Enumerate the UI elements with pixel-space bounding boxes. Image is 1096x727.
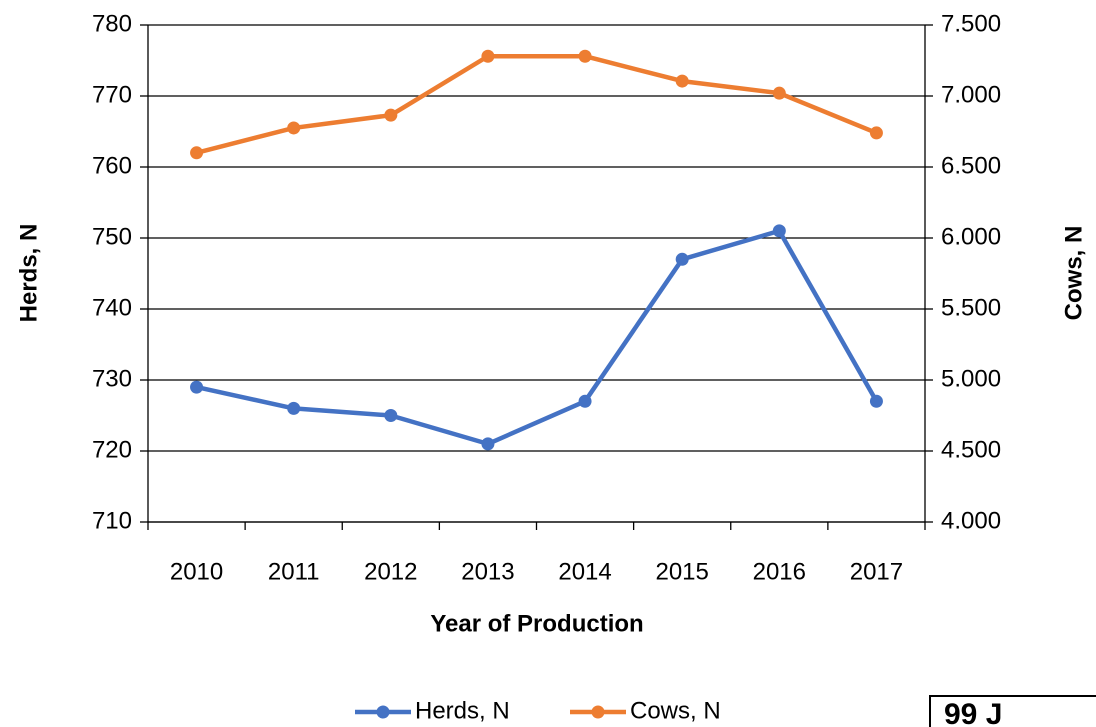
legend-label: Herds, N: [415, 697, 510, 724]
y2-tick-label: 5.500: [941, 294, 1001, 321]
y-tick-label: 770: [92, 81, 132, 108]
x-tick-label: 2010: [170, 558, 223, 585]
x-tick-label: 2013: [461, 558, 514, 585]
legend-label: Cows, N: [630, 697, 721, 724]
legend-marker: [376, 705, 390, 719]
point: [287, 121, 301, 135]
point: [675, 74, 689, 88]
y-tick-label: 740: [92, 294, 132, 321]
series-line: [196, 228, 879, 447]
point: [772, 224, 786, 238]
point: [384, 409, 398, 422]
series-line: [196, 53, 878, 155]
point: [869, 126, 883, 140]
y-tick-label: 750: [92, 223, 132, 250]
point: [481, 437, 495, 451]
x-tick-label: 2012: [364, 558, 417, 585]
y-tick-label: 730: [92, 365, 132, 392]
y2-tick-label: 6.000: [941, 223, 1001, 250]
y-axis-title: Herds, N: [15, 224, 42, 323]
point: [190, 380, 204, 394]
y2-axis-title: Cows, N: [1060, 226, 1087, 321]
point: [869, 394, 883, 408]
x-axis-title: Year of Production: [430, 610, 643, 637]
y-tick-label: 760: [92, 152, 132, 179]
point: [481, 49, 495, 63]
y2-tick-label: 7.000: [941, 81, 1001, 108]
y2-tick-label: 4.000: [941, 507, 1001, 534]
y2-tick-label: 5.000: [941, 365, 1001, 392]
legend-marker: [591, 705, 605, 719]
point: [578, 49, 592, 63]
point: [190, 146, 204, 160]
x-tick-label: 2017: [850, 558, 903, 585]
point: [675, 252, 689, 266]
annotation-box: [929, 695, 1096, 727]
x-tick-label: 2016: [753, 558, 806, 585]
y2-tick-label: 4.500: [941, 436, 1001, 463]
y2-tick-label: 6.500: [941, 152, 1001, 179]
y-tick-label: 780: [92, 10, 132, 37]
annotation: 99 J: [944, 698, 1002, 727]
point: [287, 401, 301, 415]
x-tick-label: 2014: [558, 558, 611, 585]
y-tick-label: 710: [92, 507, 132, 534]
point: [384, 108, 398, 122]
y-tick-label: 720: [92, 436, 132, 463]
point: [578, 394, 592, 408]
y2-tick-label: 7.500: [941, 10, 1001, 37]
x-tick-label: 2011: [268, 558, 320, 585]
point: [772, 86, 786, 100]
x-tick-label: 2015: [655, 558, 708, 585]
